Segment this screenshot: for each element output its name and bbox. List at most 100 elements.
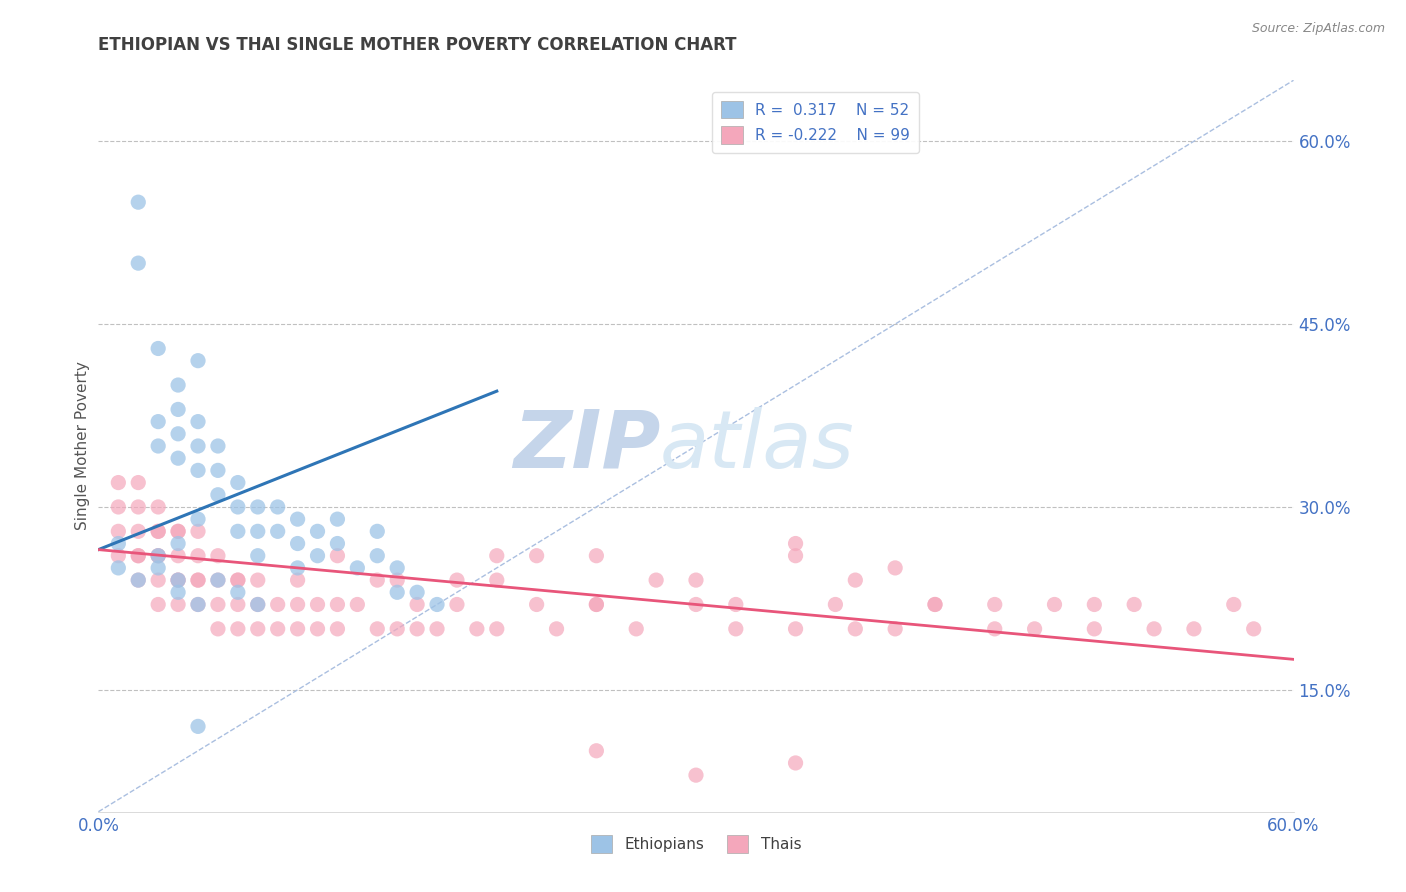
Point	[226, 598, 249, 612]
Point	[446, 573, 468, 587]
Point	[824, 598, 846, 612]
Point	[167, 426, 190, 441]
Point	[148, 415, 170, 429]
Point	[107, 500, 129, 514]
Point	[884, 622, 907, 636]
Point	[307, 598, 329, 612]
Point	[307, 524, 329, 539]
Point	[167, 451, 190, 466]
Point	[148, 549, 170, 563]
Point	[267, 500, 290, 514]
Point	[546, 622, 568, 636]
Point	[326, 622, 349, 636]
Point	[585, 744, 607, 758]
Point	[585, 549, 607, 563]
Point	[465, 622, 488, 636]
Point	[148, 500, 170, 514]
Point	[187, 439, 209, 453]
Point	[187, 512, 209, 526]
Text: ETHIOPIAN VS THAI SINGLE MOTHER POVERTY CORRELATION CHART: ETHIOPIAN VS THAI SINGLE MOTHER POVERTY …	[98, 36, 737, 54]
Point	[187, 524, 209, 539]
Point	[307, 549, 329, 563]
Point	[207, 573, 229, 587]
Point	[107, 536, 129, 550]
Point	[307, 622, 329, 636]
Point	[1243, 622, 1265, 636]
Point	[485, 549, 508, 563]
Point	[226, 500, 249, 514]
Point	[207, 488, 229, 502]
Point	[226, 573, 249, 587]
Point	[785, 549, 807, 563]
Point	[366, 573, 388, 587]
Point	[167, 573, 190, 587]
Point	[187, 598, 209, 612]
Point	[127, 475, 149, 490]
Point	[385, 585, 409, 599]
Point	[724, 622, 747, 636]
Point	[148, 561, 170, 575]
Point	[1223, 598, 1246, 612]
Point	[326, 549, 349, 563]
Point	[645, 573, 668, 587]
Point	[844, 622, 866, 636]
Point	[385, 622, 409, 636]
Point	[187, 415, 209, 429]
Point	[685, 768, 707, 782]
Point	[1043, 598, 1066, 612]
Point	[167, 524, 190, 539]
Point	[148, 524, 170, 539]
Point	[844, 573, 866, 587]
Point	[685, 573, 707, 587]
Point	[385, 573, 409, 587]
Point	[287, 536, 309, 550]
Y-axis label: Single Mother Poverty: Single Mother Poverty	[75, 361, 90, 531]
Point	[246, 622, 269, 636]
Point	[446, 598, 468, 612]
Point	[426, 598, 449, 612]
Point	[346, 598, 368, 612]
Point	[167, 378, 190, 392]
Point	[626, 622, 648, 636]
Point	[267, 598, 290, 612]
Point	[406, 598, 429, 612]
Point	[267, 622, 290, 636]
Point	[127, 549, 149, 563]
Point	[187, 549, 209, 563]
Point	[585, 598, 607, 612]
Point	[107, 475, 129, 490]
Point	[167, 573, 190, 587]
Point	[924, 598, 946, 612]
Point	[406, 622, 429, 636]
Point	[107, 549, 129, 563]
Point	[167, 573, 190, 587]
Point	[187, 463, 209, 477]
Point	[884, 561, 907, 575]
Point	[366, 524, 388, 539]
Text: ZIP: ZIP	[513, 407, 661, 485]
Point	[226, 585, 249, 599]
Point	[127, 256, 149, 270]
Point	[1083, 598, 1105, 612]
Point	[207, 549, 229, 563]
Point	[287, 561, 309, 575]
Point	[167, 402, 190, 417]
Point	[127, 549, 149, 563]
Point	[148, 342, 170, 356]
Point	[226, 622, 249, 636]
Point	[246, 549, 269, 563]
Point	[724, 598, 747, 612]
Point	[207, 439, 229, 453]
Point	[287, 512, 309, 526]
Text: atlas: atlas	[661, 407, 855, 485]
Legend: Ethiopians, Thais: Ethiopians, Thais	[585, 829, 807, 859]
Point	[1182, 622, 1205, 636]
Point	[526, 549, 548, 563]
Point	[526, 598, 548, 612]
Point	[366, 622, 388, 636]
Point	[246, 500, 269, 514]
Point	[984, 622, 1007, 636]
Point	[267, 524, 290, 539]
Point	[785, 622, 807, 636]
Point	[207, 463, 229, 477]
